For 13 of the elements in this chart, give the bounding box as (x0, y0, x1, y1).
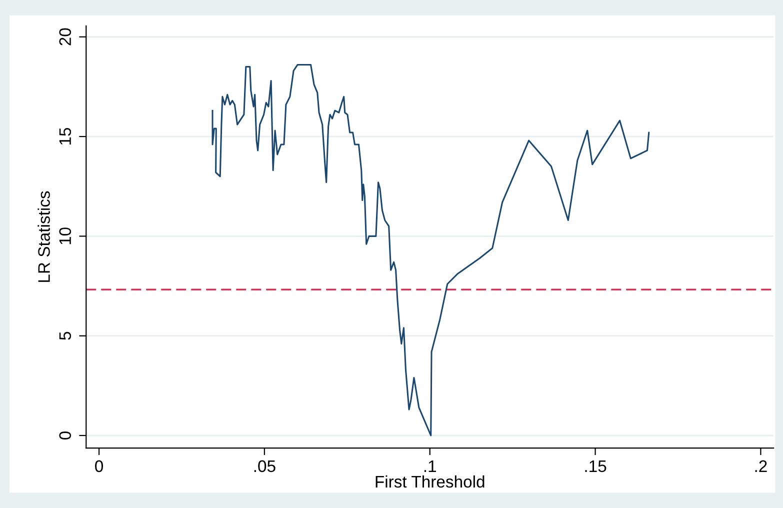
x-tick-label: .15 (585, 460, 606, 472)
x-axis-title: First Threshold (376, 475, 484, 488)
y-tick-label: 5 (59, 332, 72, 340)
line-series (212, 64, 650, 436)
x-tick-label: .1 (424, 460, 436, 472)
y-tick-label: 15 (59, 128, 72, 145)
y-tick-label: 0 (59, 432, 72, 440)
y-tick-label: 10 (59, 228, 72, 244)
x-tick-label: .2 (755, 460, 767, 472)
x-tick-label: .05 (254, 460, 276, 472)
y-axis-title: LR Statistics (38, 191, 50, 282)
y-tick-label: 20 (59, 28, 72, 46)
x-tick-label: 0 (95, 460, 104, 472)
